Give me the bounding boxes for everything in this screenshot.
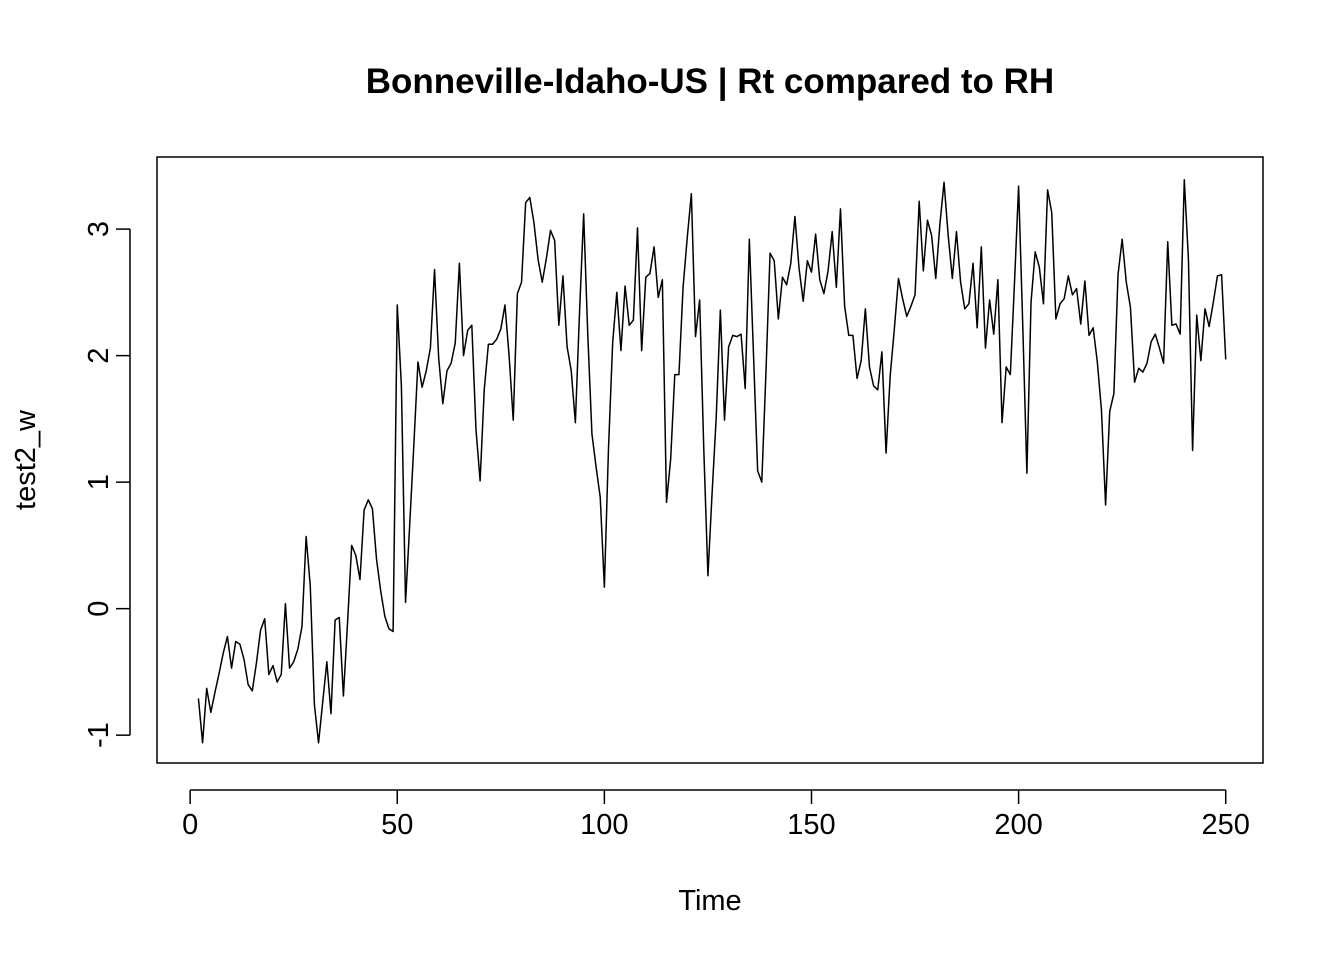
- chart-title: Bonneville-Idaho-US | Rt compared to RH: [366, 62, 1054, 101]
- series-line: [197, 179, 1227, 744]
- y-tick-label: 0: [83, 601, 115, 617]
- x-tick-label: 150: [787, 809, 835, 841]
- x-tick-label: 0: [182, 809, 198, 841]
- x-axis-label: Time: [678, 885, 741, 917]
- x-tick-label: 100: [580, 809, 628, 841]
- y-axis-label: test2_w: [10, 409, 42, 510]
- x-axis: 0 50 100 150 200 250: [182, 789, 1250, 841]
- x-tick-label: 50: [381, 809, 413, 841]
- y-axis: -1 0 1 2 3: [83, 221, 131, 748]
- x-tick-label: 250: [1202, 809, 1250, 841]
- y-tick-label: 1: [83, 474, 115, 490]
- y-tick-label: 2: [83, 348, 115, 364]
- x-tick-label: 200: [994, 809, 1042, 841]
- y-tick-label: 3: [83, 221, 115, 237]
- plot-frame: [156, 156, 1264, 764]
- y-tick-label: -1: [83, 722, 115, 748]
